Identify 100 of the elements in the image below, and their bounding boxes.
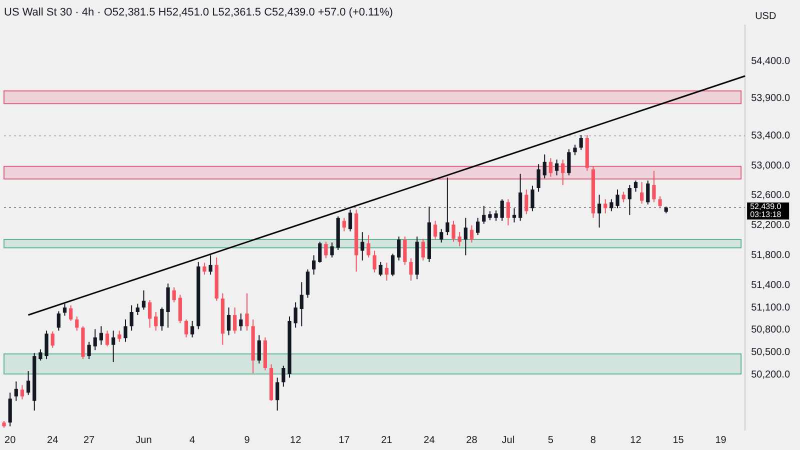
candlestick [148, 300, 152, 328]
y-tick-label: 52,600.0 [751, 190, 790, 202]
candlestick [372, 250, 376, 273]
candlestick [282, 365, 286, 388]
candlestick [476, 217, 480, 236]
candlestick [440, 228, 444, 244]
candlestick [378, 261, 382, 277]
candlestick [446, 177, 450, 236]
candlestick [233, 307, 237, 334]
candlestick [482, 205, 486, 224]
x-tick-label: 21 [381, 434, 393, 446]
candlestick [190, 320, 194, 338]
y-tick-label: 53,900.0 [751, 93, 790, 104]
candlestick [62, 303, 67, 316]
candlestick [360, 232, 364, 261]
candlestick [142, 290, 146, 310]
x-tick-label: 24 [424, 434, 436, 446]
y-tick-label: 51,400.0 [751, 280, 790, 291]
candlestick [324, 241, 328, 259]
candlestick [184, 318, 188, 338]
y-tick-label: 50,800.0 [751, 324, 790, 336]
candlestick [50, 330, 54, 348]
candlestick [384, 262, 388, 282]
candlestick [548, 158, 552, 178]
candlestick [112, 330, 116, 363]
candlestick [530, 185, 534, 212]
candlestick [20, 384, 24, 400]
candlestick [403, 236, 407, 266]
x-tick-label: 24 [47, 434, 59, 446]
candlestick [494, 210, 498, 222]
candlestick [69, 304, 73, 322]
candlestick [294, 302, 298, 328]
y-tick-label: 51,100.0 [751, 302, 790, 314]
candlestick [93, 328, 97, 351]
x-tick-label: 4 [190, 434, 196, 446]
x-tick-label: Jun [136, 434, 152, 446]
candlestick [470, 224, 474, 244]
candlestick [136, 303, 140, 316]
candlestick [658, 196, 662, 209]
candlestick [160, 307, 164, 332]
x-tick-label: 12 [290, 434, 302, 446]
y-tick-label: 50,500.0 [751, 347, 790, 358]
candlestick [56, 310, 60, 332]
candlestick [118, 330, 122, 342]
chart-title: US Wall St 30 · 4h · O52,381.5 H52,451.0 L52,361.5 C52,439.0 +57.0 (+0.11%) [4, 6, 393, 19]
candlestick [276, 377, 280, 412]
y-tick-label: 51,800.0 [751, 250, 790, 261]
candlestick [628, 184, 632, 216]
candlestick [397, 236, 401, 261]
x-tick-label: 15 [672, 434, 684, 446]
candlestick [409, 258, 413, 282]
candlestick [178, 294, 182, 324]
candlestick [610, 198, 614, 212]
candlestick [597, 194, 602, 228]
candlestick [524, 189, 528, 215]
candlestick [567, 148, 571, 176]
candlestick [124, 318, 128, 342]
candlestick [26, 370, 30, 396]
candlestick [8, 392, 12, 427]
x-tick-label: 9 [244, 434, 250, 446]
candlestick [604, 198, 608, 214]
x-tick-label: 12 [630, 434, 642, 446]
candlestick [245, 292, 249, 332]
x-tick-label: 27 [83, 434, 96, 446]
candlestick [202, 262, 206, 276]
candlestick [542, 154, 546, 179]
candlestick [561, 159, 565, 186]
x-tick-label: 17 [338, 434, 350, 446]
y-tick-label: 54,400.0 [751, 56, 790, 67]
candlestick [634, 180, 638, 192]
candlestick [239, 312, 243, 332]
candlestick [44, 330, 48, 360]
candlestick [536, 164, 540, 192]
candlestick [452, 220, 456, 242]
candlestick [318, 241, 322, 264]
x-tick-label: 28 [466, 434, 478, 446]
candlestick [554, 159, 559, 176]
candlestick [464, 217, 468, 256]
candlestick [342, 217, 346, 232]
candlestick [306, 268, 310, 298]
x-tick-label: 8 [590, 434, 596, 446]
candlestick [366, 234, 370, 258]
candlestick [640, 182, 644, 204]
candlestick [512, 208, 516, 223]
y-tick-label: 50,200.0 [751, 369, 790, 380]
candlestick [458, 232, 462, 247]
candlestick [616, 189, 620, 209]
candlestick [257, 334, 261, 364]
x-tick-label: 19 [715, 434, 727, 446]
ref-line-label: 52,439.0 [750, 202, 782, 212]
candlestick [87, 341, 91, 360]
candlestick [105, 330, 110, 347]
candlestick [172, 286, 176, 303]
candlestick [38, 348, 42, 362]
x-tick-label: Jul [502, 434, 515, 446]
candlestick [312, 254, 316, 276]
candlestick [506, 198, 510, 226]
candlestick [226, 307, 231, 336]
candlestick [573, 144, 577, 156]
candlestick [622, 191, 626, 203]
